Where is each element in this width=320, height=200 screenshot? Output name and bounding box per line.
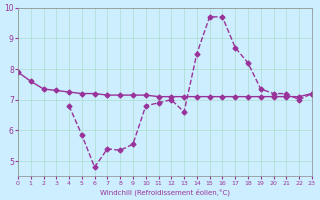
X-axis label: Windchill (Refroidissement éolien,°C): Windchill (Refroidissement éolien,°C) — [100, 188, 230, 196]
